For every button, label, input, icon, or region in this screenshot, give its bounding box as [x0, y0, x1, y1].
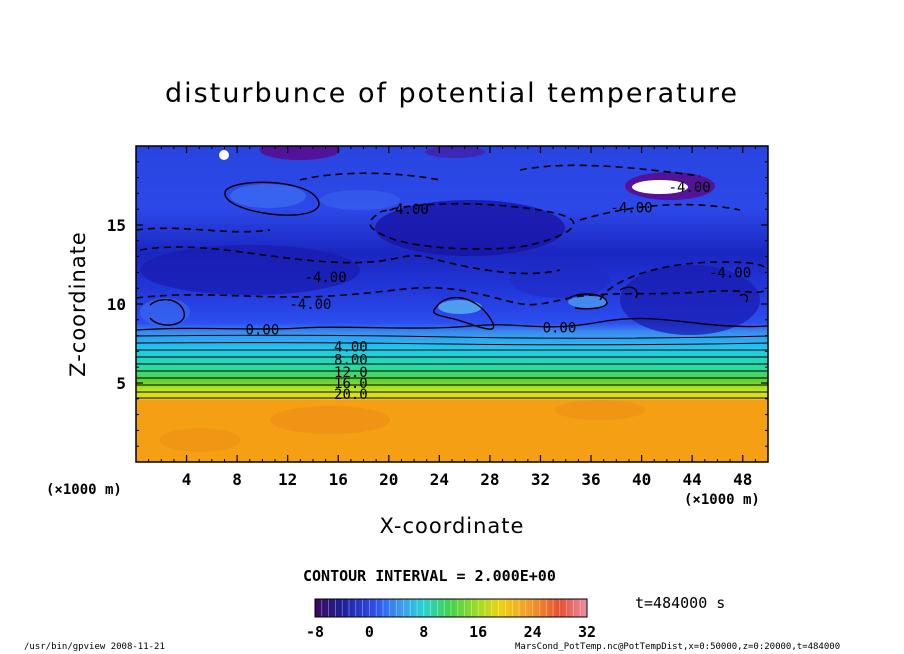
colorbar-tick-label: -8 [306, 623, 324, 641]
x-tick-label: 48 [733, 470, 752, 489]
contour-interval-label: CONTOUR INTERVAL = 2.000E+00 [303, 567, 556, 585]
colorbar-ticks: -8 0 8 16 24 32 [306, 623, 596, 641]
x-tick-label: 12 [278, 470, 297, 489]
colorbar-tick-label: 24 [524, 623, 542, 641]
x-tick-label: 16 [329, 470, 348, 489]
orange-blotch [555, 400, 645, 420]
x-unit-label-left: (×1000 m) [46, 482, 122, 498]
purple-region [425, 146, 485, 158]
light-blue-patch [320, 190, 400, 210]
orange-blotch [160, 428, 240, 452]
contour-label: -4.00 [387, 202, 429, 218]
chart-title: disturbunce of potential temperature [165, 78, 739, 109]
colorbar-frame [314, 598, 588, 618]
heatmap-field [136, 146, 768, 462]
x-tick-label: 40 [632, 470, 651, 489]
dark-blue-region [140, 245, 360, 295]
footer-left: /usr/bin/gpview 2008-11-21 [24, 642, 165, 652]
contour-label: 16.0 [334, 376, 368, 392]
y-tick-label: 15 [107, 216, 126, 235]
y-axis-label: Z-coordinate [66, 231, 90, 377]
x-axis-label: X-coordinate [379, 514, 525, 538]
time-label: t=484000 s [635, 594, 726, 612]
x-tick-label: 32 [531, 470, 550, 489]
footer-right: MarsCond_PotTemp.nc@PotTempDist,x=0:5000… [515, 642, 841, 652]
colorbar-tick-label: 32 [578, 623, 596, 641]
colorbar-tick-label: 8 [419, 623, 428, 641]
x-tick-label: 20 [379, 470, 398, 489]
y-tick-label: 10 [107, 295, 126, 314]
light-blue-patch [568, 296, 608, 308]
x-tick-label: 44 [683, 470, 702, 489]
white-spot [632, 180, 688, 194]
contour-label: 20.0 [334, 387, 368, 403]
dark-blue-region [375, 200, 565, 256]
x-tick-label: 36 [581, 470, 600, 489]
dark-blue-region [620, 265, 760, 335]
contour-label: 0.00 [246, 322, 280, 338]
dark-blue-region [510, 262, 610, 298]
contour-label: 0.00 [543, 321, 577, 337]
positive-contours [136, 317, 768, 399]
contour-label: -4.00 [289, 297, 331, 313]
contour-label: -4.00 [305, 270, 347, 286]
x-unit-label-right: (×1000 m) [684, 492, 760, 508]
contour-label: -4.00 [610, 201, 652, 217]
colorbar-tick-label: 0 [365, 623, 374, 641]
contour-label: 4.00 [334, 340, 368, 356]
contour-label: -4.00 [669, 180, 711, 196]
y-ticks: 5 10 15 [107, 161, 768, 447]
x-tick-label: 28 [480, 470, 499, 489]
x-tick-label: 4 [182, 470, 192, 489]
negative-contours [136, 164, 768, 306]
colorbar-stripes [321, 599, 581, 617]
colorbar-tick-label: 16 [469, 623, 487, 641]
contour-label: 12.0 [334, 365, 368, 381]
x-ticks: 4 8 12 16 20 24 28 32 36 40 44 48 [148, 146, 756, 489]
light-blue-patch [230, 184, 306, 208]
purple-region [260, 146, 340, 160]
x-tick-label: 24 [430, 470, 449, 489]
contour-label: -4.00 [709, 265, 751, 281]
contour-labels: -4.00 -4.00 -4.00 -4.00 -4.00 -4.00 0.00 0.00 4.… [246, 180, 752, 403]
orange-blotch [270, 406, 390, 434]
x-tick-label: 8 [232, 470, 242, 489]
contour-label: 8.00 [334, 352, 368, 368]
white-spot [219, 150, 229, 160]
light-blue-patch [140, 298, 190, 326]
light-blue-patch [438, 300, 482, 314]
y-tick-label: 5 [116, 374, 126, 393]
solid-contours [149, 181, 749, 330]
